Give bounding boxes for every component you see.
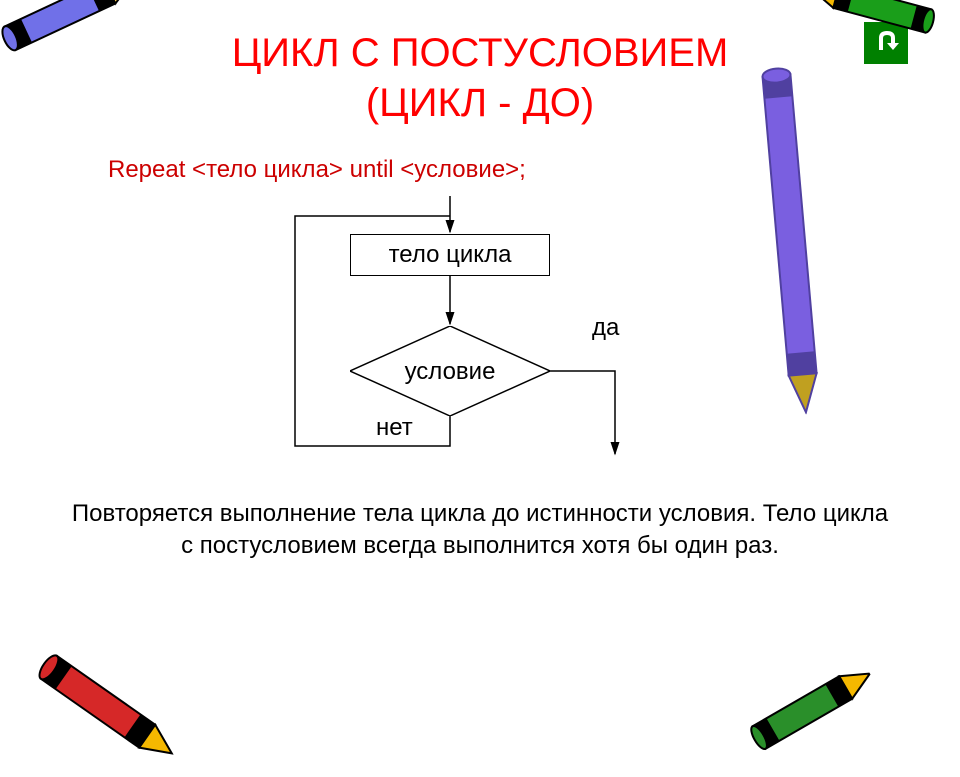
condition-node-label: условие <box>350 358 550 386</box>
crayon-icon <box>728 653 882 770</box>
syntax-line: Repeat <тело цикла> until <условие>; <box>0 156 960 184</box>
crayon-icon <box>11 628 190 776</box>
description-text: Повторяется выполнение тела цикла до ист… <box>0 498 960 563</box>
edge-label-no: нет <box>376 414 413 442</box>
flowchart-condition-node: условие <box>350 326 550 416</box>
page-title: ЦИКЛ С ПОСТУСЛОВИЕМ (ЦИКЛ - ДО) <box>0 0 960 128</box>
flowchart-diagram: тело цикла условие да нет <box>220 196 740 476</box>
title-line-1: ЦИКЛ С ПОСТУСЛОВИЕМ <box>232 31 729 75</box>
flowchart-body-node: тело цикла <box>350 234 550 276</box>
edge-label-yes: да <box>592 314 619 342</box>
title-line-2: (ЦИКЛ - ДО) <box>366 81 594 125</box>
body-node-label: тело цикла <box>389 241 512 269</box>
